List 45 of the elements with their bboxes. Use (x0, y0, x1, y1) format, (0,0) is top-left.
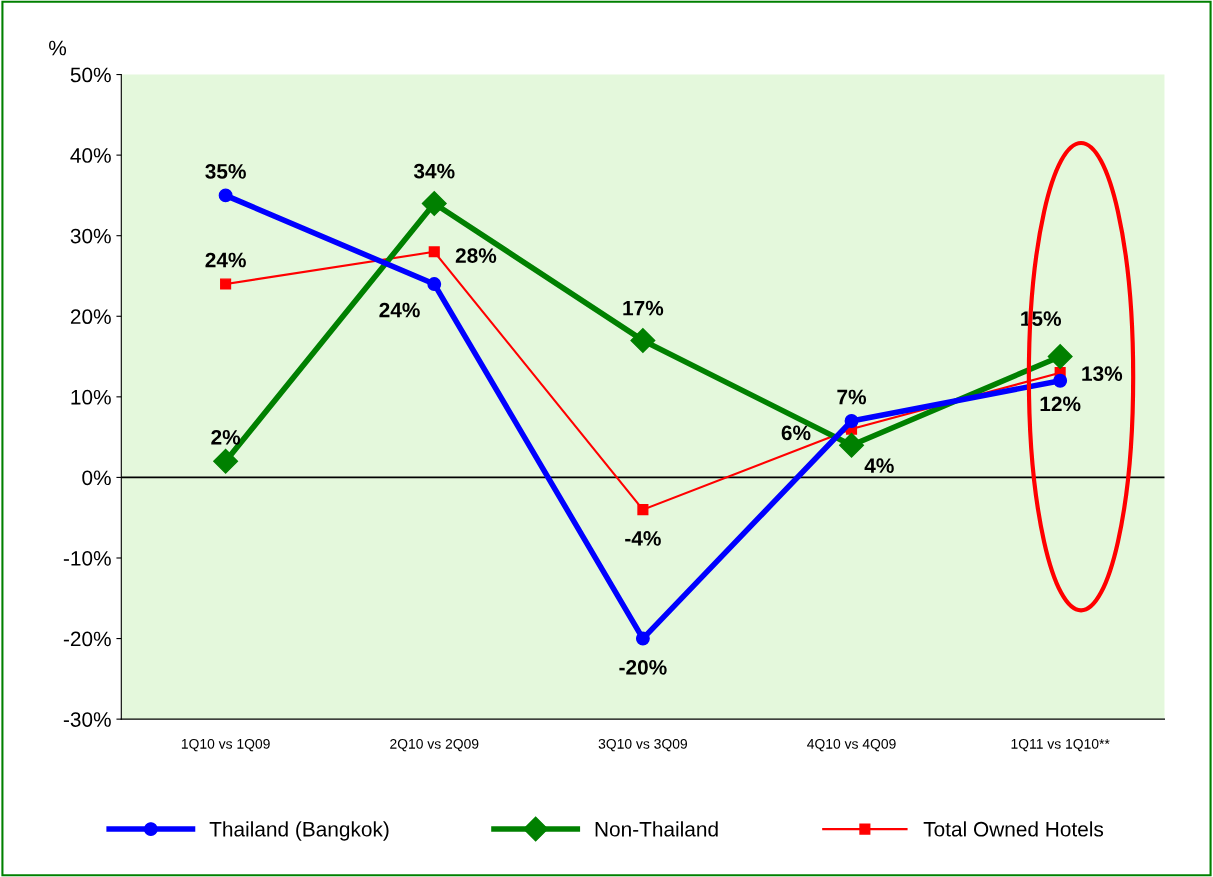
x-tick-label: 1Q11 vs 1Q10** (1011, 738, 1110, 752)
data-label: 34% (413, 163, 455, 179)
data-label: 12% (1040, 396, 1081, 412)
point (421, 190, 447, 216)
y-axis-title: % (49, 40, 67, 56)
legend-label: Non-Thailand (595, 821, 718, 837)
point (637, 504, 649, 516)
y-tick-label: 50% (70, 67, 111, 83)
x-tick-label: 4Q10 vs 4Q09 (807, 738, 896, 752)
data-label: 24% (379, 302, 420, 318)
point (220, 278, 232, 290)
point (1047, 344, 1073, 370)
y-tick-label: 40% (70, 148, 111, 163)
data-label: 6% (781, 425, 811, 441)
point (630, 327, 656, 353)
data-label: -20% (619, 659, 667, 675)
data-label: 28% (455, 248, 497, 263)
data-label: 7% (837, 389, 867, 405)
point (635, 631, 650, 646)
data-label: 13% (1082, 366, 1123, 382)
legend-label: Total Owned Hotels (923, 821, 1104, 837)
y-tick-label: -20% (63, 631, 111, 647)
y-tick-label: -10% (63, 550, 111, 566)
point (839, 432, 865, 458)
legend-label: Thailand (Bangkok) (209, 821, 389, 841)
point (218, 188, 233, 203)
data-label: 2% (211, 429, 241, 445)
point (1053, 373, 1068, 388)
x-tick-label: 2Q10 vs 2Q09 (390, 738, 479, 752)
data-label: 35% (205, 164, 246, 179)
point (213, 448, 239, 474)
data-label: -4% (625, 531, 661, 546)
data-label: 24% (205, 252, 246, 268)
point (428, 246, 440, 258)
y-tick-label: 30% (70, 228, 111, 244)
y-tick-label: -30% (63, 712, 111, 727)
point (427, 277, 442, 291)
data-label: 17% (623, 300, 664, 316)
x-tick-label: 1Q10 vs 1Q09 (181, 738, 270, 752)
point (844, 414, 859, 428)
x-tick-label: 3Q10 vs 3Q09 (598, 738, 688, 752)
y-tick-label: 0% (82, 470, 111, 486)
y-tick-label: 20% (70, 309, 111, 325)
data-label: 4% (864, 458, 894, 473)
y-tick-label: 10% (71, 389, 111, 405)
